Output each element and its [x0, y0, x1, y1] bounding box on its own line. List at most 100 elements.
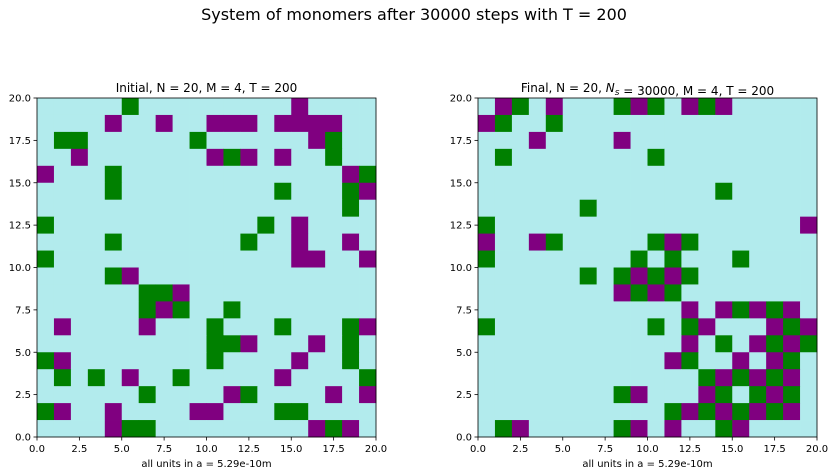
heatmap-cell-empty — [87, 403, 106, 421]
heatmap-cell-empty — [87, 250, 106, 268]
heatmap-cell-empty — [223, 318, 241, 336]
heatmap-cell-empty — [766, 216, 784, 234]
x-tick-label: 15.0 — [280, 444, 302, 455]
heatmap-cell-typeA — [681, 233, 699, 251]
heatmap-cell-typeA — [274, 182, 292, 201]
y-tick-label: 15.0 — [450, 178, 472, 189]
heatmap-cell-empty — [155, 182, 173, 201]
heatmap-cell-empty — [562, 318, 581, 336]
heatmap-cell-typeA — [121, 420, 140, 438]
heatmap-cell-empty — [138, 199, 157, 218]
heatmap-cell-empty — [291, 131, 309, 150]
heatmap-cell-empty — [223, 98, 241, 116]
heatmap-cell-empty — [528, 182, 547, 201]
heatmap-cell-empty — [87, 267, 106, 285]
heatmap-cell-empty — [121, 403, 140, 421]
heatmap-cell-empty — [562, 250, 581, 268]
heatmap-cell-typeA — [478, 250, 496, 268]
heatmap-cell-empty — [528, 420, 547, 438]
heatmap-cell-empty — [783, 420, 801, 438]
heatmap-cell-typeA — [138, 284, 157, 302]
heatmap-cell-empty — [511, 267, 530, 285]
heatmap-cell-typeA — [681, 318, 699, 336]
x-tick-label: 17.5 — [763, 444, 785, 455]
heatmap-panel-1: 0.0 2.5 5.0 7.5 10.0 12.5 15.0 17.5 20.0 0.0 2.5 5.… — [9, 81, 387, 470]
heatmap-cell-typeB — [478, 233, 496, 251]
heatmap-cell-typeB — [766, 318, 784, 336]
heatmap-cell-empty — [87, 301, 106, 319]
heatmap-cell-empty — [172, 267, 190, 285]
y-tick-label: 2.5 — [15, 390, 31, 401]
heatmap-cell-empty — [800, 98, 818, 116]
heatmap-cell-typeB — [342, 165, 360, 184]
heatmap-cell-typeB — [528, 233, 547, 251]
heatmap-cell-empty — [783, 250, 801, 268]
heatmap-cell-typeA — [104, 267, 123, 285]
heatmap-cell-empty — [562, 98, 581, 116]
heatmap-cell-typeB — [749, 335, 767, 353]
heatmap-cell-empty — [494, 267, 513, 285]
heatmap-cell-empty — [715, 318, 733, 336]
heatmap-cell-empty — [715, 216, 733, 234]
heatmap-cell-empty — [138, 369, 157, 387]
heatmap-cell-empty — [579, 131, 598, 150]
heatmap-cell-typeA — [240, 386, 258, 404]
heatmap-cell-empty — [478, 386, 496, 404]
heatmap-cell-empty — [325, 233, 343, 251]
heatmap-cell-empty — [562, 114, 581, 133]
heatmap-cell-empty — [528, 199, 547, 218]
heatmap-cell-empty — [613, 369, 631, 387]
heatmap-cell-typeB — [104, 114, 123, 133]
heatmap-cell-typeA — [579, 267, 598, 285]
heatmap-cell-empty — [647, 216, 665, 234]
heatmap-cell-empty — [630, 352, 648, 370]
heatmap-cell-empty — [121, 318, 140, 336]
heatmap-cell-empty — [732, 386, 750, 404]
heatmap-cell-empty — [732, 318, 750, 336]
heatmap-cell-typeB — [715, 301, 733, 319]
heatmap-cell-typeB — [155, 301, 173, 319]
heatmap-cell-empty — [698, 131, 716, 150]
x-tick-label: 15.0 — [721, 444, 743, 455]
heatmap-cell-empty — [342, 131, 360, 150]
heatmap-cell-empty — [630, 335, 648, 353]
heatmap-cell-empty — [257, 98, 275, 116]
heatmap-cell-typeB — [291, 114, 309, 133]
heatmap-cell-typeA — [647, 98, 665, 116]
heatmap-cell-empty — [511, 165, 530, 184]
heatmap-cell-empty — [308, 301, 326, 319]
heatmap-cell-typeA — [53, 369, 72, 387]
heatmap-cell-empty — [206, 233, 224, 251]
heatmap-cell-empty — [53, 165, 72, 184]
heatmap-cell-empty — [562, 148, 581, 167]
heatmap-cell-empty — [70, 182, 89, 201]
x-tick-label: 10.0 — [195, 444, 217, 455]
heatmap-cell-empty — [206, 131, 224, 150]
heatmap-cell-empty — [630, 199, 648, 218]
heatmap-cell-empty — [528, 386, 547, 404]
heatmap-cell-empty — [53, 98, 72, 116]
heatmap-cell-empty — [766, 114, 784, 133]
heatmap-cell-empty — [172, 420, 190, 438]
heatmap-cell-empty — [715, 165, 733, 184]
heatmap-cell-empty — [545, 182, 564, 201]
heatmap-cell-typeB — [70, 148, 89, 167]
heatmap-cell-empty — [257, 233, 275, 251]
heatmap-cell-typeA — [698, 403, 716, 421]
y-tick-label: 10.0 — [450, 263, 472, 274]
heatmap-cell-empty — [325, 182, 343, 201]
x-tick-label: 0.0 — [470, 444, 486, 455]
heatmap-cell-empty — [545, 131, 564, 150]
heatmap-cell-empty — [528, 216, 547, 234]
heatmap-cell-empty — [647, 352, 665, 370]
heatmap-cell-empty — [70, 335, 89, 353]
heatmap-cell-empty — [121, 352, 140, 370]
heatmap-cell-typeB — [715, 98, 733, 116]
heatmap-cell-empty — [545, 352, 564, 370]
x-tick-label: 10.0 — [636, 444, 658, 455]
heatmap-cell-empty — [732, 216, 750, 234]
heatmap-cell-empty — [240, 284, 258, 302]
heatmap-cell-empty — [240, 420, 258, 438]
heatmap-cell-empty — [766, 250, 784, 268]
heatmap-cell-typeB — [342, 420, 360, 438]
